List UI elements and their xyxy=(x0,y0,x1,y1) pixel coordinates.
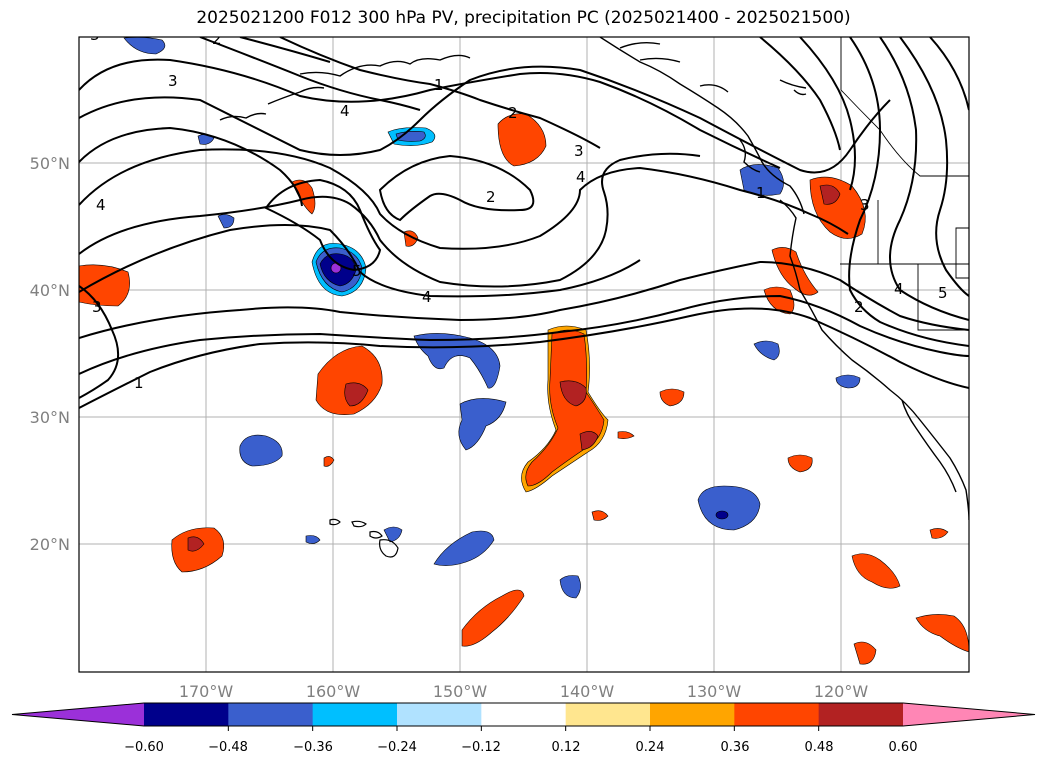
colorbar-swatch xyxy=(312,703,398,726)
contour-label: 3 xyxy=(168,72,178,90)
contour-label: 1 xyxy=(434,76,444,94)
contour-label: 3 xyxy=(860,196,870,214)
lat-label: 50°N xyxy=(30,154,70,173)
contour-label: 3 xyxy=(574,142,584,160)
colorbar-tick: −0.60 xyxy=(124,740,164,755)
colorbar-outline xyxy=(11,702,1036,727)
precip-positive xyxy=(79,113,969,665)
colorbar-tick: 0.24 xyxy=(636,740,665,755)
contour-label: 2 xyxy=(854,298,864,316)
lon-label: 170°W xyxy=(179,682,234,701)
contour-label: 4 xyxy=(340,102,350,120)
lat-label: 40°N xyxy=(30,281,70,300)
colorbar-swatch xyxy=(650,703,735,726)
colorbar-swatch xyxy=(734,703,820,726)
colorbar-swatch xyxy=(481,703,567,726)
lon-label: 160°W xyxy=(306,682,361,701)
hawaii-islands xyxy=(329,518,399,558)
colorbar xyxy=(11,702,1036,731)
lon-label: 130°W xyxy=(687,682,742,701)
precip-negative xyxy=(123,37,861,599)
colorbar-swatch xyxy=(565,703,651,726)
colorbar-tick: 0.48 xyxy=(805,740,834,755)
colorbar-extend-low xyxy=(12,703,144,726)
colorbar-tick: 0.36 xyxy=(721,740,750,755)
longitude-labels: 170°W 160°W 150°W 140°W 130°W 120°W xyxy=(179,682,869,701)
lon-label: 120°W xyxy=(814,682,869,701)
lat-label: 20°N xyxy=(30,535,70,554)
contour-label: 1 xyxy=(756,184,766,202)
colorbar-tick: −0.24 xyxy=(377,740,417,755)
contour-label: 1 xyxy=(134,374,144,392)
pv-contours xyxy=(79,37,969,409)
colorbar-swatch xyxy=(228,703,314,726)
colorbar-swatch xyxy=(397,703,482,726)
contour-labels: 3 1 3 4 2 3 4 2 4 4 5 3 1 1 2 3 4 5 2 xyxy=(90,26,948,392)
colorbar-tick: 0.12 xyxy=(552,740,581,755)
colorbar-extend-high xyxy=(903,703,1035,726)
colorbar-tick-labels: −0.60 −0.48 −0.36 −0.24 −0.12 0.12 0.24 … xyxy=(124,740,917,755)
contour-label: 3 xyxy=(90,26,100,44)
colorbar-swatch xyxy=(144,703,229,726)
contour-label: 4 xyxy=(894,280,904,298)
contour-label: 2 xyxy=(486,188,496,206)
contour-label: 5 xyxy=(352,262,362,280)
contour-label: 2 xyxy=(508,104,518,122)
lat-label: 30°N xyxy=(30,408,70,427)
latitude-labels: 50°N 40°N 30°N 20°N xyxy=(30,154,70,554)
contour-label: 3 xyxy=(92,298,102,316)
contour-label: 2 xyxy=(212,30,222,48)
contour-label: 5 xyxy=(938,284,948,302)
colorbar-tick: −0.36 xyxy=(293,740,333,755)
colorbar-swatch xyxy=(818,703,904,726)
colorbar-tick: 0.60 xyxy=(889,740,918,755)
colorbar-tick: −0.48 xyxy=(208,740,248,755)
map-title: 2025021200 F012 300 hPa PV, precipitatio… xyxy=(196,8,851,28)
lon-label: 140°W xyxy=(560,682,615,701)
contour-label: 4 xyxy=(576,168,586,186)
contour-label: 4 xyxy=(422,288,432,306)
lon-label: 150°W xyxy=(433,682,488,701)
contour-label: 4 xyxy=(96,196,106,214)
colorbar-tick: −0.12 xyxy=(461,740,501,755)
map-frame xyxy=(78,36,970,673)
coastlines xyxy=(219,37,969,521)
